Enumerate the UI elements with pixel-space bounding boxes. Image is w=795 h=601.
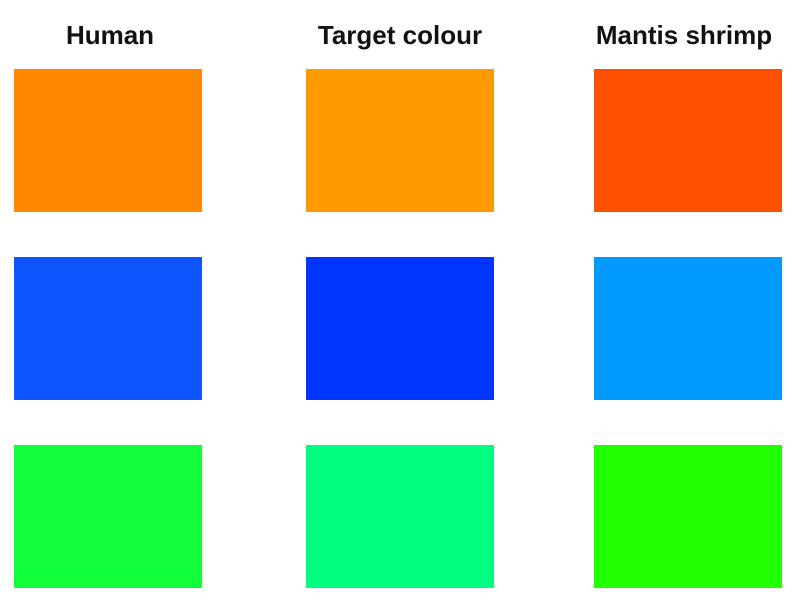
swatch-human-blue [14, 257, 202, 400]
swatch-human-orange [14, 69, 202, 212]
header-mantis-shrimp: Mantis shrimp [595, 20, 773, 50]
header-human: Human [65, 20, 155, 50]
swatch-target-orange [306, 69, 494, 212]
swatch-mantis-green [594, 445, 782, 588]
swatch-target-blue [306, 257, 494, 400]
swatch-mantis-blue [594, 257, 782, 400]
header-target-colour: Target colour [317, 20, 483, 50]
swatch-target-green [306, 445, 494, 588]
swatch-mantis-orange [594, 69, 782, 212]
swatch-human-green [14, 445, 202, 588]
